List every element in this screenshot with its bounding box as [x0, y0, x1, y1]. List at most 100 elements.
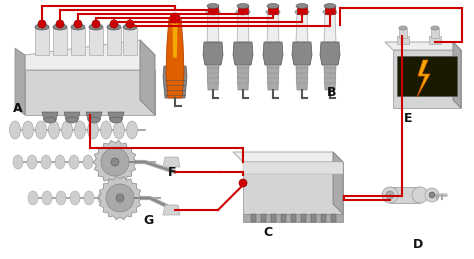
Ellipse shape — [237, 4, 249, 9]
Ellipse shape — [69, 155, 79, 169]
Polygon shape — [64, 112, 80, 120]
Bar — [301, 214, 306, 222]
Ellipse shape — [56, 191, 66, 205]
Ellipse shape — [53, 24, 67, 30]
Polygon shape — [385, 42, 461, 50]
Ellipse shape — [236, 9, 250, 15]
Ellipse shape — [13, 155, 23, 169]
Polygon shape — [243, 214, 343, 222]
Circle shape — [170, 13, 180, 23]
Polygon shape — [233, 152, 343, 162]
Polygon shape — [25, 40, 155, 70]
Polygon shape — [296, 65, 308, 90]
Ellipse shape — [295, 9, 309, 15]
Ellipse shape — [323, 9, 337, 15]
Ellipse shape — [386, 191, 394, 199]
Ellipse shape — [88, 117, 100, 123]
Ellipse shape — [48, 121, 60, 139]
Bar — [251, 214, 256, 222]
Circle shape — [116, 194, 124, 202]
Polygon shape — [93, 140, 137, 184]
Polygon shape — [263, 42, 283, 65]
Polygon shape — [71, 28, 85, 55]
Ellipse shape — [74, 121, 85, 139]
Ellipse shape — [36, 121, 46, 139]
Circle shape — [74, 20, 82, 28]
Polygon shape — [243, 162, 343, 174]
Polygon shape — [453, 42, 461, 108]
Polygon shape — [207, 12, 219, 42]
Polygon shape — [320, 42, 340, 65]
Polygon shape — [25, 70, 155, 115]
Circle shape — [38, 20, 46, 28]
Ellipse shape — [70, 191, 80, 205]
Bar — [331, 214, 336, 222]
Polygon shape — [390, 187, 420, 203]
Ellipse shape — [89, 24, 103, 30]
Ellipse shape — [113, 121, 125, 139]
Polygon shape — [140, 40, 155, 115]
Circle shape — [101, 148, 129, 176]
Polygon shape — [324, 12, 336, 42]
Text: E: E — [404, 112, 412, 125]
Text: A: A — [13, 102, 23, 114]
Polygon shape — [243, 162, 343, 214]
Polygon shape — [233, 42, 253, 65]
Polygon shape — [98, 176, 142, 220]
Bar — [238, 6, 248, 14]
Bar — [325, 6, 335, 14]
Polygon shape — [324, 65, 336, 90]
Circle shape — [56, 20, 64, 28]
Polygon shape — [53, 28, 67, 55]
Circle shape — [92, 20, 100, 28]
Ellipse shape — [399, 26, 407, 30]
Ellipse shape — [41, 155, 51, 169]
Ellipse shape — [266, 9, 280, 15]
Polygon shape — [86, 112, 102, 120]
Ellipse shape — [382, 187, 398, 203]
Circle shape — [106, 184, 134, 212]
Bar — [291, 214, 296, 222]
Ellipse shape — [98, 191, 108, 205]
Bar — [261, 214, 266, 222]
Polygon shape — [15, 48, 25, 115]
Ellipse shape — [9, 121, 20, 139]
Circle shape — [425, 188, 439, 202]
Bar — [397, 56, 457, 96]
Polygon shape — [237, 65, 249, 90]
Ellipse shape — [107, 24, 121, 30]
Ellipse shape — [22, 121, 34, 139]
Polygon shape — [333, 152, 343, 214]
Ellipse shape — [324, 4, 336, 9]
Text: D: D — [413, 238, 423, 250]
Ellipse shape — [55, 155, 65, 169]
Bar — [399, 28, 407, 38]
Ellipse shape — [42, 191, 52, 205]
Polygon shape — [172, 23, 178, 58]
Ellipse shape — [110, 117, 122, 123]
Bar — [297, 6, 307, 14]
Polygon shape — [237, 12, 249, 42]
Ellipse shape — [207, 4, 219, 9]
Ellipse shape — [431, 26, 439, 30]
Polygon shape — [393, 50, 461, 108]
Bar — [271, 214, 276, 222]
Ellipse shape — [71, 24, 85, 30]
Polygon shape — [89, 28, 103, 55]
Polygon shape — [107, 28, 121, 55]
Ellipse shape — [206, 9, 220, 15]
Ellipse shape — [100, 121, 111, 139]
Bar — [268, 6, 278, 14]
Polygon shape — [35, 28, 49, 55]
Polygon shape — [207, 65, 219, 90]
Text: C: C — [264, 226, 273, 239]
Ellipse shape — [35, 24, 49, 30]
Bar — [431, 28, 439, 38]
Ellipse shape — [412, 187, 428, 203]
Ellipse shape — [27, 155, 37, 169]
Bar — [397, 36, 409, 44]
Polygon shape — [163, 157, 180, 167]
Polygon shape — [296, 12, 308, 42]
Text: G: G — [143, 213, 153, 227]
Bar — [208, 6, 218, 14]
